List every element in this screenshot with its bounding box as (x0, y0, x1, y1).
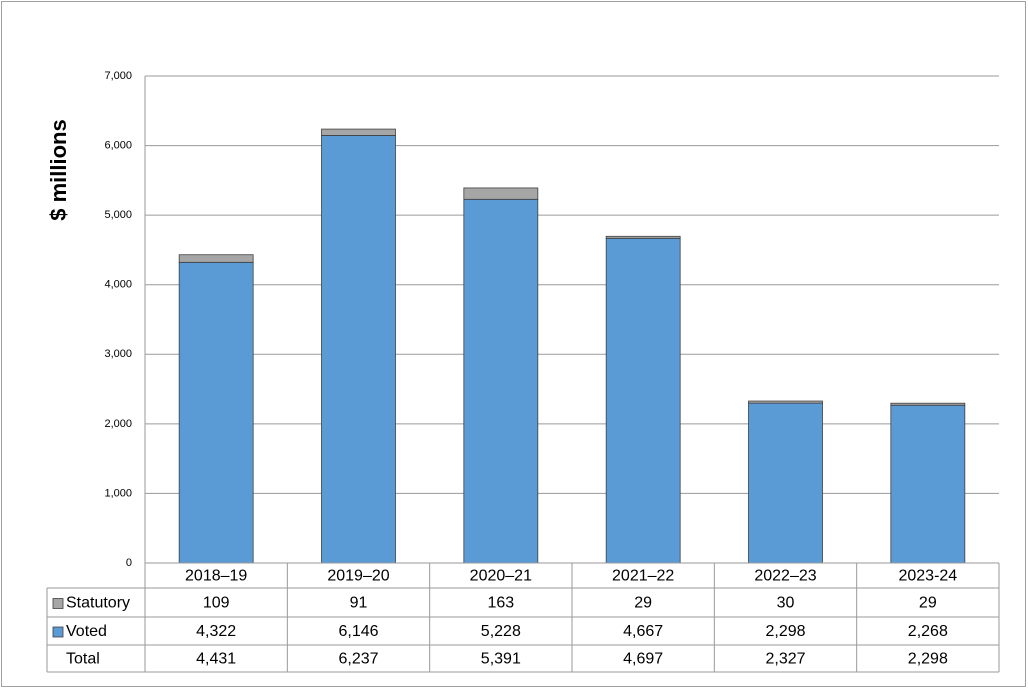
total-value: 2,298 (908, 651, 948, 668)
legend-label: Voted (66, 623, 107, 640)
table-value: 5,228 (481, 623, 521, 640)
bar-segment (178, 254, 254, 263)
bar-segment (463, 187, 539, 200)
table-value: 30 (777, 595, 795, 612)
table-value: 29 (919, 595, 937, 612)
y-tick-label: 2,000 (104, 418, 132, 430)
legend-label: Statutory (66, 595, 130, 612)
y-axis-label: $ millions (46, 119, 71, 220)
y-tick-label: 7,000 (104, 70, 132, 82)
y-tick-label: 5,000 (104, 209, 132, 221)
bar-segment (890, 404, 966, 564)
x-tick-label: 2018–19 (185, 568, 247, 585)
table-value: 91 (350, 595, 368, 612)
table-value: 29 (634, 595, 652, 612)
table-value: 109 (203, 595, 230, 612)
bar-segment (463, 198, 539, 564)
bar-segment (748, 400, 823, 404)
bar-segment (605, 235, 681, 239)
bar-segment (748, 402, 823, 564)
table-value: 4,322 (196, 623, 236, 640)
table-value: 2,298 (765, 623, 805, 640)
y-tick-label: 6,000 (104, 139, 132, 151)
bar-segment (605, 237, 681, 564)
x-tick-label: 2020–21 (470, 568, 532, 585)
x-tick-label: 2021–22 (612, 568, 674, 585)
legend-swatch (52, 598, 64, 609)
total-value: 4,697 (623, 651, 663, 668)
table-value: 6,146 (338, 623, 378, 640)
x-tick-label: 2023-24 (898, 568, 957, 585)
total-label: Total (66, 651, 100, 668)
table-value: 4,667 (623, 623, 663, 640)
total-value: 6,237 (338, 651, 378, 668)
y-tick-label: 4,000 (104, 279, 132, 291)
bar-segment (321, 135, 396, 564)
x-tick-label: 2019–20 (327, 568, 389, 585)
total-value: 4,431 (196, 651, 236, 668)
x-tick-label: 2022–23 (754, 568, 816, 585)
bar-segment (178, 261, 254, 564)
bar-segment (890, 402, 966, 406)
y-tick-label: 3,000 (104, 348, 132, 360)
total-value: 2,327 (765, 651, 805, 668)
y-tick-label: 0 (126, 557, 132, 569)
table-value: 163 (487, 595, 514, 612)
y-tick-label: 1,000 (104, 487, 132, 499)
total-value: 5,391 (481, 651, 521, 668)
table-value: 2,268 (908, 623, 948, 640)
bar-segment (321, 128, 396, 136)
legend-swatch (52, 626, 64, 638)
